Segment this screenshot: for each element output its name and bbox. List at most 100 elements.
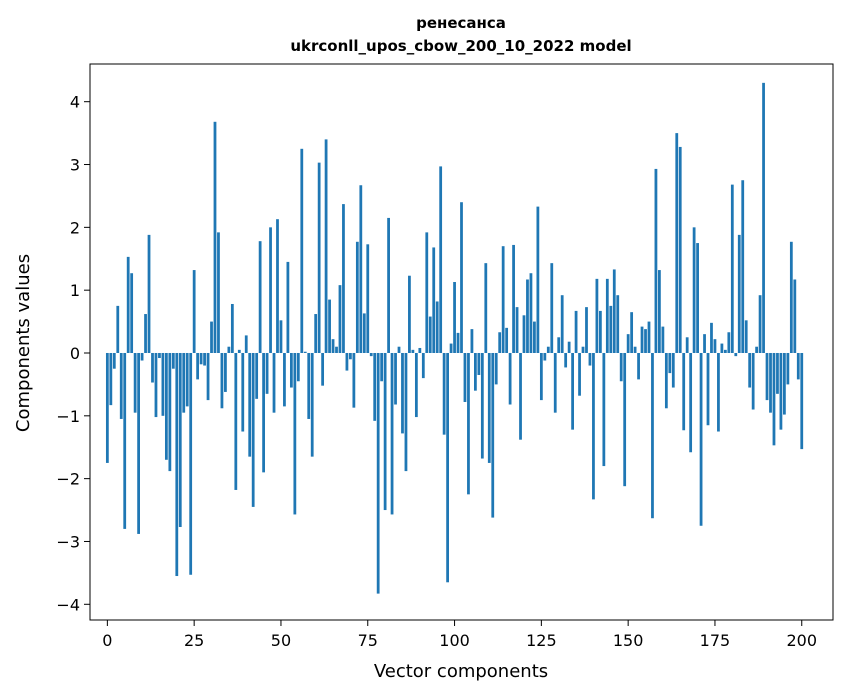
bar-145 bbox=[609, 305, 613, 353]
bar-177 bbox=[720, 343, 724, 353]
bar-187 bbox=[755, 346, 759, 353]
bar-7 bbox=[130, 273, 134, 353]
bar-96 bbox=[439, 166, 443, 353]
bar-79 bbox=[380, 352, 384, 382]
bar-112 bbox=[494, 352, 498, 385]
bar-95 bbox=[435, 301, 439, 353]
bar-140 bbox=[592, 352, 595, 500]
bar-58 bbox=[307, 352, 311, 419]
bar-131 bbox=[560, 295, 564, 353]
bar-119 bbox=[519, 352, 522, 440]
bar-35 bbox=[227, 346, 231, 353]
plot-area-frame bbox=[89, 63, 834, 621]
bar-12 bbox=[147, 234, 151, 353]
bar-31 bbox=[213, 121, 217, 353]
chart-subtitle: ukrconll_upos_cbow_200_10_2022 model bbox=[290, 37, 631, 55]
bar-69 bbox=[345, 352, 349, 371]
bar-188 bbox=[758, 295, 762, 353]
bar-98 bbox=[446, 352, 449, 583]
bar-193 bbox=[776, 352, 779, 394]
bar-47 bbox=[269, 227, 272, 353]
bar-91 bbox=[421, 352, 425, 379]
y-tick-label: −2 bbox=[56, 470, 80, 489]
bar-168 bbox=[689, 352, 693, 453]
bar-78 bbox=[376, 352, 380, 594]
bar-113 bbox=[498, 332, 502, 353]
bar-196 bbox=[786, 352, 790, 385]
bar-115 bbox=[505, 327, 509, 353]
bar-14 bbox=[154, 352, 158, 418]
bar-72 bbox=[355, 241, 359, 353]
bar-3 bbox=[116, 305, 120, 353]
bar-15 bbox=[158, 352, 161, 359]
bar-183 bbox=[741, 180, 745, 353]
bar-174 bbox=[710, 322, 713, 353]
bar-21 bbox=[178, 352, 182, 528]
bar-164 bbox=[675, 133, 679, 353]
bar-181 bbox=[734, 352, 738, 357]
bar-20 bbox=[175, 352, 179, 577]
bar-135 bbox=[574, 310, 578, 353]
bar-179 bbox=[727, 332, 731, 353]
bar-17 bbox=[164, 352, 168, 460]
x-tick-label: 200 bbox=[786, 631, 817, 650]
bar-39 bbox=[241, 352, 245, 432]
bar-23 bbox=[185, 352, 189, 407]
bar-153 bbox=[637, 352, 640, 380]
chart-title: ренесанса bbox=[416, 14, 506, 32]
bar-128 bbox=[550, 263, 554, 353]
bar-103 bbox=[463, 352, 467, 402]
bar-118 bbox=[515, 307, 519, 353]
bar-85 bbox=[401, 352, 404, 434]
bar-25 bbox=[192, 270, 196, 353]
bar-105 bbox=[470, 329, 474, 353]
bar-6 bbox=[126, 256, 130, 353]
bar-33 bbox=[220, 352, 224, 409]
bar-59 bbox=[310, 352, 314, 457]
y-tick-label: 1 bbox=[70, 281, 80, 300]
bar-9 bbox=[137, 352, 140, 534]
bar-148 bbox=[619, 352, 623, 382]
bar-159 bbox=[658, 270, 661, 353]
bar-29 bbox=[206, 352, 210, 401]
bar-63 bbox=[324, 139, 328, 353]
bar-75 bbox=[366, 244, 370, 353]
x-tick-label: 25 bbox=[184, 631, 204, 650]
bar-8 bbox=[133, 352, 137, 413]
bar-154 bbox=[640, 326, 644, 353]
bar-0 bbox=[105, 352, 109, 463]
bar-158 bbox=[654, 168, 658, 353]
bar-102 bbox=[460, 202, 463, 353]
x-axis-ticks: 0 25 50 75 100 125 150 175 200 bbox=[102, 620, 817, 650]
bar-68 bbox=[342, 204, 345, 353]
bar-121 bbox=[526, 279, 529, 353]
bar-137 bbox=[581, 346, 585, 353]
bar-5 bbox=[123, 352, 127, 529]
bar-46 bbox=[265, 352, 269, 394]
bar-198 bbox=[793, 279, 797, 353]
bar-169 bbox=[692, 227, 696, 353]
bar-64 bbox=[328, 299, 331, 353]
bar-36 bbox=[230, 303, 234, 353]
bar-70 bbox=[349, 352, 352, 360]
bar-197 bbox=[789, 241, 793, 353]
bar-157 bbox=[651, 352, 654, 519]
bar-166 bbox=[682, 352, 686, 431]
bar-186 bbox=[751, 352, 755, 410]
bar-2 bbox=[112, 352, 116, 369]
bar-65 bbox=[331, 339, 335, 353]
bar-83 bbox=[394, 352, 397, 405]
bar-37 bbox=[234, 352, 238, 490]
bar-52 bbox=[286, 261, 290, 353]
bar-54 bbox=[293, 352, 297, 515]
bar-123 bbox=[533, 321, 536, 353]
bar-152 bbox=[633, 346, 637, 353]
bar-4 bbox=[119, 352, 123, 419]
bar-34 bbox=[224, 352, 227, 392]
bar-122 bbox=[529, 273, 533, 353]
bar-178 bbox=[723, 349, 727, 353]
bar-89 bbox=[414, 352, 418, 418]
bar-16 bbox=[161, 352, 165, 416]
x-tick-label: 125 bbox=[526, 631, 557, 650]
bar-144 bbox=[605, 278, 609, 353]
